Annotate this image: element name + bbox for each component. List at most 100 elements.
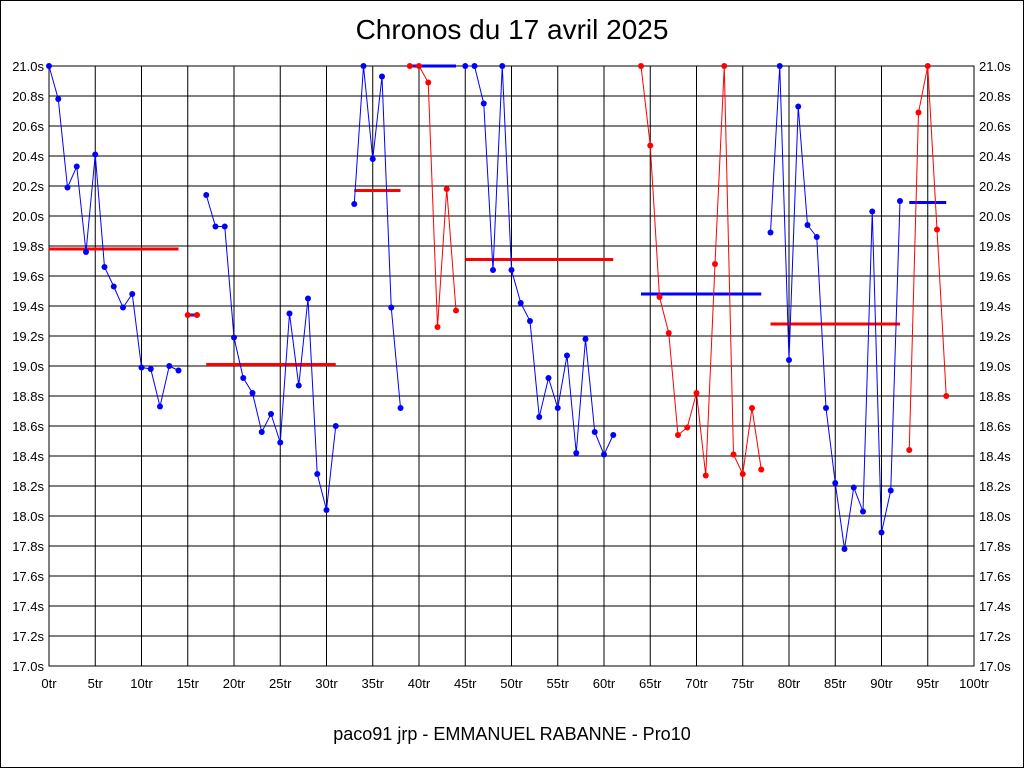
lap-point bbox=[388, 304, 395, 311]
y-tick-label-right: 20.4s bbox=[979, 149, 1011, 164]
lap-point bbox=[416, 63, 422, 69]
y-tick-label-right: 20.8s bbox=[979, 89, 1011, 104]
lap-point bbox=[351, 201, 358, 207]
x-tick-label: 15tr bbox=[177, 676, 200, 691]
lap-point bbox=[138, 364, 145, 371]
x-tick-label: 100tr bbox=[959, 676, 989, 691]
lap-point bbox=[554, 405, 561, 411]
y-tick-label-right: 18.2s bbox=[979, 479, 1011, 494]
lap-point bbox=[305, 295, 311, 302]
lap-point bbox=[897, 198, 903, 204]
x-tick-label: 60tr bbox=[593, 676, 616, 691]
lap-point bbox=[166, 363, 173, 369]
lap-point bbox=[841, 546, 848, 552]
lap-point bbox=[656, 294, 663, 300]
y-tick-label-left: 18.2s bbox=[12, 479, 44, 494]
y-tick-label-right: 18.6s bbox=[979, 419, 1011, 434]
lap-point bbox=[64, 184, 71, 191]
y-tick-label-left: 19.4s bbox=[12, 299, 44, 314]
lap-point bbox=[360, 63, 367, 69]
y-tick-label-right: 21.0s bbox=[979, 59, 1011, 74]
lap-series-line bbox=[205, 194, 337, 511]
x-tick-label: 45tr bbox=[454, 676, 477, 691]
y-tick-label-right: 17.0s bbox=[979, 659, 1011, 674]
y-tick-label-right: 19.2s bbox=[979, 329, 1011, 344]
y-tick-label-left: 18.0s bbox=[12, 509, 44, 524]
lap-point bbox=[527, 318, 533, 324]
y-tick-label-right: 17.2s bbox=[979, 629, 1011, 644]
lap-point bbox=[601, 451, 607, 458]
chart-title: Chronos du 17 avril 2025 bbox=[355, 14, 669, 45]
x-tick-label: 40tr bbox=[408, 676, 431, 691]
lap-point bbox=[240, 375, 247, 381]
x-tick-label: 10tr bbox=[130, 676, 153, 691]
lap-point bbox=[434, 324, 441, 330]
chart-footer: paco91 jrp - EMMANUEL RABANNE - Pro10 bbox=[333, 724, 691, 744]
lap-point bbox=[545, 375, 552, 381]
lap-point bbox=[83, 249, 89, 255]
x-tick-label: 75tr bbox=[732, 676, 755, 691]
lap-point bbox=[508, 267, 515, 273]
x-tick-label: 5tr bbox=[88, 676, 104, 691]
y-tick-label-left: 19.8s bbox=[12, 239, 44, 254]
lap-point bbox=[212, 223, 219, 230]
lap-point bbox=[249, 390, 256, 396]
lap-point bbox=[887, 487, 894, 494]
y-tick-label-left: 20.0s bbox=[12, 209, 44, 224]
lap-point bbox=[369, 156, 376, 162]
x-tick-label: 80tr bbox=[778, 676, 801, 691]
lap-point bbox=[934, 226, 940, 233]
lap-point bbox=[314, 471, 321, 477]
y-tick-label-left: 19.6s bbox=[12, 269, 44, 284]
lap-point bbox=[231, 334, 237, 341]
lap-point bbox=[157, 403, 163, 410]
lap-point bbox=[110, 283, 117, 290]
lap-point bbox=[758, 466, 765, 473]
lap-point bbox=[129, 291, 136, 297]
y-tick-label-left: 17.4s bbox=[12, 599, 44, 614]
x-tick-label: 85tr bbox=[824, 676, 847, 691]
lap-point bbox=[786, 357, 792, 363]
lap-point bbox=[850, 484, 857, 491]
lap-point bbox=[55, 96, 62, 102]
lap-point bbox=[175, 367, 182, 374]
x-tick-label: 55tr bbox=[547, 676, 570, 691]
y-tick-label-left: 18.6s bbox=[12, 419, 44, 434]
lap-point bbox=[832, 480, 839, 486]
y-tick-label-right: 17.6s bbox=[979, 569, 1011, 584]
lap-point bbox=[943, 393, 950, 399]
lap-point bbox=[184, 312, 191, 318]
x-tick-label: 50tr bbox=[500, 676, 523, 691]
lap-point bbox=[869, 208, 876, 215]
lap-series-line bbox=[353, 65, 401, 409]
lap-point bbox=[813, 234, 820, 240]
y-tick-label-right: 19.8s bbox=[979, 239, 1011, 254]
lap-point bbox=[92, 151, 99, 158]
y-tick-label-right: 19.6s bbox=[979, 269, 1011, 284]
x-tick-label: 35tr bbox=[362, 676, 385, 691]
y-tick-label-left: 20.8s bbox=[12, 89, 44, 104]
lap-point bbox=[73, 163, 80, 170]
y-tick-label-left: 18.4s bbox=[12, 449, 44, 464]
y-tick-label-right: 20.0s bbox=[979, 209, 1011, 224]
x-tick-label: 30tr bbox=[315, 676, 338, 691]
y-tick-label-right: 18.4s bbox=[979, 449, 1011, 464]
lap-point bbox=[120, 304, 126, 311]
x-tick-label: 70tr bbox=[685, 676, 708, 691]
y-tick-label-left: 21.0s bbox=[12, 59, 44, 74]
lap-point bbox=[480, 100, 487, 107]
lap-point bbox=[804, 222, 811, 228]
lap-point bbox=[693, 390, 700, 396]
lap-point bbox=[906, 447, 913, 453]
lap-point bbox=[721, 63, 728, 69]
lap-point bbox=[730, 451, 737, 458]
lap-point bbox=[295, 382, 302, 389]
y-tick-label-right: 17.4s bbox=[979, 599, 1011, 614]
y-tick-label-left: 17.2s bbox=[12, 629, 44, 644]
lap-point bbox=[462, 63, 469, 69]
lap-point bbox=[823, 405, 829, 411]
lap-point bbox=[332, 423, 339, 429]
y-tick-label-right: 19.0s bbox=[979, 359, 1011, 374]
x-tick-label: 20tr bbox=[223, 676, 246, 691]
